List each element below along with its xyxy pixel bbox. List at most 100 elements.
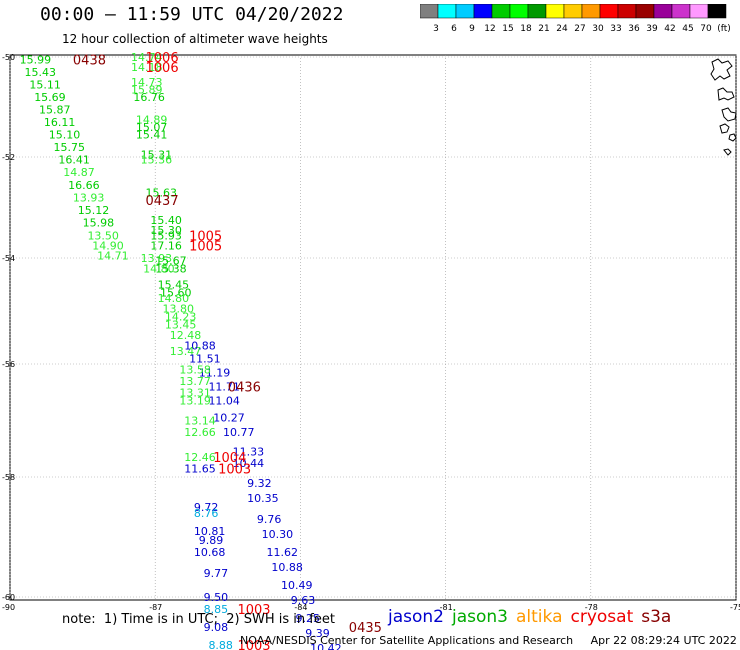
island-outline — [717, 87, 735, 101]
wave-height-label: 16.41 — [58, 154, 90, 167]
island-outline — [723, 148, 732, 156]
time-label: 0437 — [146, 194, 179, 209]
wave-height-label: 13.93 — [141, 252, 173, 265]
wave-height-label: 15.36 — [141, 154, 173, 167]
wave-height-label: 9.39 — [305, 627, 330, 640]
legend-label: 42 — [664, 24, 675, 34]
observation-labels: 15.9915.4315.1115.6915.8716.1115.1015.75… — [20, 51, 342, 650]
legend-label: 9 — [469, 24, 475, 34]
satellite-jason2: jason2 — [388, 607, 444, 627]
legend-label: 45 — [682, 24, 693, 34]
wave-height-label: 9.08 — [204, 621, 229, 634]
coastline-islands — [710, 58, 737, 156]
wave-height-label: 15.11 — [29, 79, 61, 92]
time-label: 0438 — [73, 54, 106, 69]
wave-height-label: 15.98 — [83, 217, 115, 230]
wave-height-label: 15.43 — [25, 66, 57, 79]
legend-label: 39 — [646, 24, 658, 34]
wave-height-label: 8.85 — [204, 603, 229, 616]
wave-height-label: 11.51 — [189, 353, 221, 366]
footer-credit: NOAA/NESDIS Center for Satellite Applica… — [240, 634, 737, 647]
time-label: 1005 — [189, 239, 222, 254]
wave-height-label: 15.67 — [155, 255, 187, 268]
wave-height-label: 16.66 — [68, 179, 100, 192]
wave-height-label: 15.69 — [34, 91, 65, 104]
wave-height-label: 14.18 — [131, 61, 163, 74]
lon-tick-label: -84 — [294, 603, 307, 612]
wave-height-label: 13.14 — [184, 415, 216, 428]
lat-tick-label: -50 — [2, 53, 15, 62]
wave-height-label: 10.44 — [233, 457, 265, 470]
wave-height-label: 10.77 — [223, 426, 255, 439]
wave-height-label: 14.74 — [131, 51, 163, 64]
wave-height-label: 15.07 — [136, 121, 168, 134]
legend-label: 18 — [520, 24, 532, 34]
wave-height-label: 15.30 — [150, 224, 182, 237]
wave-height-label: 14.80 — [143, 263, 175, 276]
legend-label: 21 — [538, 24, 549, 34]
wave-height-label: 14.89 — [136, 114, 168, 127]
lat-tick-label: -54 — [2, 254, 15, 263]
time-label: 0435 — [349, 621, 382, 636]
wave-height-label: 10.42 — [310, 642, 342, 650]
satellite-altika: altika — [516, 607, 563, 627]
wave-height-label: 13.45 — [165, 318, 197, 331]
wave-height-label: 12.48 — [170, 329, 202, 342]
island-outline — [728, 133, 737, 142]
wave-height-label: 9.89 — [199, 534, 224, 547]
wave-height-label: 15.60 — [160, 286, 192, 299]
legend-label: 70 — [700, 24, 712, 34]
wave-height-label: 11.19 — [199, 366, 231, 379]
page-subtitle: 12 hour collection of altimeter wave hei… — [62, 32, 328, 46]
lon-tick-label: -87 — [149, 603, 162, 612]
wave-height-label: 15.45 — [158, 279, 190, 292]
wave-height-label: 10.88 — [271, 561, 303, 574]
wave-height-label: 10.30 — [262, 528, 294, 541]
wave-height-label: 13.58 — [179, 364, 211, 377]
wave-height-label: 13.50 — [87, 229, 119, 242]
wave-height-label: 13.31 — [179, 386, 211, 399]
satellite-s3a: s3a — [641, 607, 672, 627]
wave-height-label: 11.33 — [233, 446, 265, 459]
wave-height-label: 9.50 — [204, 591, 229, 604]
wave-height-label: 10.68 — [194, 546, 226, 559]
lat-tick-label: -52 — [2, 153, 15, 162]
wave-height-label: 11.62 — [267, 546, 299, 559]
wave-height-label: 10.35 — [247, 492, 279, 505]
wave-height-label: 14.80 — [158, 292, 190, 305]
legend-label: 27 — [574, 24, 585, 34]
time-label: 1004 — [213, 451, 246, 466]
wave-height-label: 15.89 — [131, 84, 163, 97]
legend-label: 15 — [502, 24, 513, 34]
time-label: 1006 — [146, 61, 179, 76]
wave-height-label: 9.63 — [291, 594, 316, 607]
wave-height-label: 13.80 — [162, 302, 194, 315]
time-label: 1003 — [237, 603, 270, 618]
wave-height-label: 14.71 — [97, 249, 128, 262]
wave-height-label: 15.10 — [49, 129, 81, 142]
wave-height-label: 11.65 — [184, 463, 216, 476]
wave-height-label: 15.63 — [146, 186, 178, 199]
lon-tick-label: -75 — [730, 603, 740, 612]
wave-height-label: 13.93 — [73, 191, 105, 204]
lon-tick-label: -78 — [585, 603, 598, 612]
wave-height-label: 8.76 — [194, 507, 219, 520]
wave-height-label: 15.99 — [20, 54, 52, 67]
wave-height-label: 14.73 — [131, 76, 163, 89]
wave-height-label: 9.72 — [194, 501, 219, 514]
legend-label: 12 — [484, 24, 495, 34]
wave-height-label: 15.41 — [136, 129, 168, 142]
wave-height-label: 9.77 — [204, 567, 229, 580]
satellite-cryosat: cryosat — [570, 607, 634, 627]
satellite-jason3: jason3 — [452, 607, 508, 627]
wave-height-label: 9.32 — [247, 477, 272, 490]
legend-label: 24 — [556, 24, 568, 34]
wave-height-label: 12.46 — [184, 451, 216, 464]
map-frame — [9, 54, 737, 601]
wave-height-label: 17.16 — [150, 239, 182, 252]
wave-height-label: 11.71 — [208, 381, 240, 394]
wave-height-label: 9.76 — [257, 513, 282, 526]
wave-height-label: 13.47 — [170, 345, 202, 358]
wave-height-label: 14.23 — [165, 310, 197, 323]
